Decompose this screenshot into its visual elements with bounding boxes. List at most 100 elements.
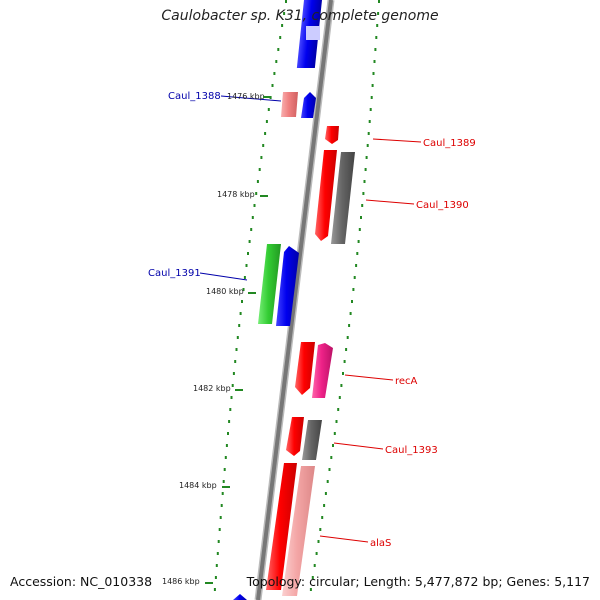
gene-label-reca[interactable]: recA (395, 376, 418, 387)
tick-dot (247, 252, 249, 255)
tick-dot (363, 180, 366, 183)
gene-feature[interactable] (312, 343, 333, 398)
tick-dot (228, 420, 231, 423)
tick-dot (245, 264, 248, 267)
gene-feature[interactable] (282, 466, 315, 596)
tick-dot (243, 276, 246, 279)
gene-feature[interactable] (276, 246, 299, 326)
tick-dot (255, 192, 258, 195)
gene-feature[interactable] (302, 420, 322, 460)
tick-dot (330, 456, 333, 459)
tick-dot (355, 264, 358, 267)
tick-dot (217, 540, 220, 543)
tick-dot (222, 480, 225, 483)
tick-dot (366, 144, 369, 147)
accession-text: Accession: NC_010338 (10, 574, 153, 589)
tick-dot (265, 120, 268, 123)
tick-dot (311, 576, 314, 579)
tick-dot (319, 528, 322, 531)
gene-labels: Caul_1388 Caul_1389 Caul_1390 Caul_1391 … (148, 91, 476, 549)
tick-dot (345, 348, 348, 351)
tick-dot (213, 588, 216, 591)
tick-dot (348, 324, 351, 327)
gene-label-caul-1393[interactable]: Caul_1393 (385, 445, 438, 456)
tick-dot (335, 420, 338, 423)
gene-label-caul-1390[interactable]: Caul_1390 (416, 200, 469, 211)
tick-dot (313, 564, 316, 567)
tick-dot (376, 24, 379, 27)
tick-dot (353, 276, 356, 279)
gene-feature[interactable] (295, 342, 315, 395)
gene-label-alas[interactable]: alaS (370, 538, 391, 549)
gene-feature[interactable] (325, 126, 339, 144)
tick-label: 1478 kbp (217, 190, 255, 199)
tick-dot (343, 360, 346, 363)
tick-dot (250, 228, 253, 231)
tick-dot (368, 120, 371, 123)
tick-dot (358, 228, 361, 231)
tick-dot (236, 336, 239, 339)
tick-dot (378, 0, 380, 3)
tick-dot (230, 396, 233, 399)
tick-dot (362, 192, 365, 195)
tick-dot (370, 96, 373, 99)
gene-label-caul-1389[interactable]: Caul_1389 (423, 138, 476, 149)
tick-dot (227, 432, 229, 435)
tick-dot (260, 156, 263, 159)
tick-dot (251, 216, 254, 219)
gene-feature[interactable] (266, 463, 297, 590)
right-tick-arc (309, 0, 380, 591)
tick-dot (238, 324, 241, 327)
tick-dot (229, 408, 232, 411)
tick-dot (328, 468, 331, 471)
tick-dot (321, 516, 324, 519)
tick-dot (342, 372, 344, 375)
gene-feature[interactable] (258, 244, 281, 324)
tick-dot (285, 0, 287, 3)
tick-dot (271, 84, 274, 87)
backbone (254, 0, 335, 600)
gene-label-caul-1391[interactable]: Caul_1391 (148, 268, 201, 279)
gene-feature[interactable] (286, 417, 304, 456)
gene-feature[interactable] (233, 594, 247, 600)
tick-dot (317, 540, 320, 543)
tick-dot (324, 492, 327, 495)
tick-dot (273, 72, 276, 75)
tick-dot (256, 180, 259, 183)
tick-dot (351, 300, 353, 303)
tick-dot (269, 96, 272, 99)
tick-dot (242, 288, 245, 291)
tick-dot (248, 240, 251, 243)
tick-dot (219, 516, 222, 519)
tick-dot (241, 300, 243, 303)
tick-dot (234, 360, 237, 363)
tick-dot (239, 312, 242, 315)
tick-dot (337, 408, 340, 411)
gene-feature[interactable] (315, 150, 337, 241)
tick-dot (364, 168, 367, 171)
left-tick-arc (213, 0, 287, 591)
tick-dot (377, 12, 380, 15)
tick-dot (361, 204, 364, 207)
tick-dot (262, 144, 265, 147)
tick-dot (326, 480, 329, 483)
tick-dot (253, 204, 256, 207)
tick-dot (275, 60, 278, 63)
tick-dot (264, 132, 267, 135)
tick-dot (349, 312, 352, 315)
gene-feature[interactable] (281, 92, 298, 117)
tick-dot (279, 36, 282, 39)
tick-dot (216, 552, 219, 555)
tick-dot (357, 240, 360, 243)
tick-dot (332, 444, 334, 447)
tick-dot (367, 132, 370, 135)
tick-dot (346, 336, 349, 339)
gene-feature[interactable] (301, 92, 316, 118)
tick-dot (375, 36, 378, 39)
gene-label-caul-1388[interactable]: Caul_1388 (168, 91, 221, 102)
gene-feature[interactable] (331, 152, 355, 244)
gene-feature[interactable] (296, 0, 322, 68)
tick-dot (235, 348, 238, 351)
tick-dot (232, 372, 235, 375)
